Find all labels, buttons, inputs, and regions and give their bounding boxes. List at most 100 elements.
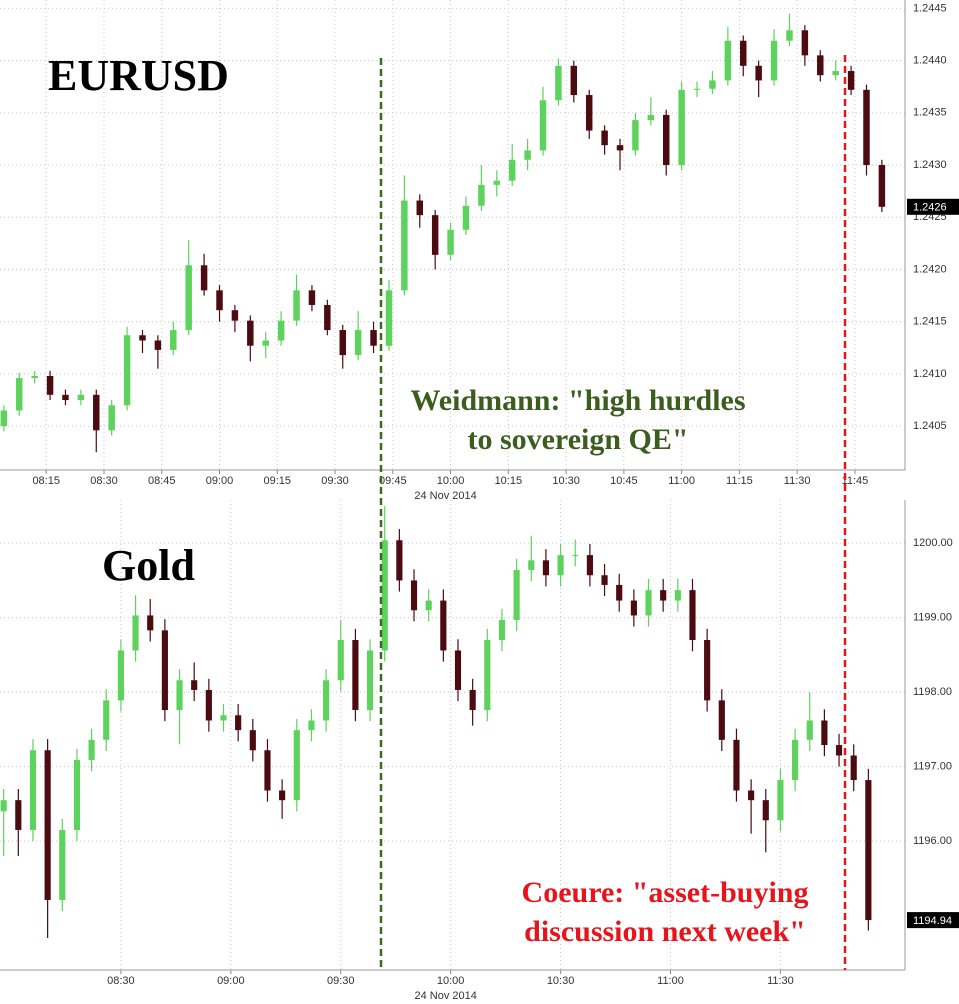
candle-body [762,800,769,821]
candle-body [249,730,256,751]
x-tick-label: 10:15 [495,475,523,487]
x-tick-label: 11:00 [657,975,684,987]
candle-body [73,759,81,830]
x-tick-label: 08:30 [107,975,135,987]
y-tick-label: 1.2415 [913,316,947,328]
y-tick-label: 1.2410 [913,368,947,380]
candle-body [216,290,223,311]
candle-body [462,205,470,230]
candle-body [786,30,793,41]
y-tick-label: 1199.00 [913,612,952,624]
candle-body [724,40,732,81]
candle-body [689,590,696,641]
candle-body [733,739,740,791]
candle-body [308,720,315,731]
candle-body [632,120,639,151]
candle-body [513,570,520,620]
candle-body [191,680,198,690]
candle-body [147,615,154,631]
candle-body [88,739,95,760]
candle-body [352,640,359,711]
x-tick-label: 09:00 [206,475,234,487]
candle-body [339,330,346,356]
x-tick-label: 08:45 [148,475,176,487]
candle-body [0,410,8,427]
x-axis-label: 24 Nov 2014 [414,490,476,502]
candle-body [46,376,54,395]
chart-title: EURUSD [48,51,229,100]
annotation: Coeure: "asset-buying [522,876,809,909]
candle-body [660,590,667,601]
candle-body [748,790,755,801]
x-axis-label: 24 Nov 2014 [414,990,476,1002]
x-tick-label: 11:15 [726,475,753,487]
candle-body [277,320,285,341]
candle-body [108,405,115,431]
candle-body [847,71,855,90]
chart-title: Gold [102,541,195,590]
candle-body [878,165,886,207]
annotation: to sovereign QE" [467,423,688,456]
candle-body [601,130,608,146]
candle-body [817,55,824,76]
candle-body [755,65,762,81]
y-tick-label: 1.2405 [913,420,947,432]
candle-body [740,40,747,66]
candle-body [401,200,408,291]
candle-body [176,680,183,711]
y-tick-label: 1198.00 [913,686,952,698]
candle-body [396,540,403,581]
y-tick-label: 1196.00 [913,835,952,847]
candle-body [585,95,593,131]
candle-body [370,330,377,346]
candle-body [447,229,454,255]
candle-body [865,780,872,921]
x-tick-label: 11:45 [842,475,869,487]
candle-body [792,739,799,781]
candle-body [431,215,439,255]
candle-body [410,580,418,611]
candle-body [718,700,725,740]
candle-body [647,114,655,121]
candle-body [678,89,685,166]
x-tick-label: 09:00 [217,975,245,987]
x-tick-label: 09:30 [321,475,349,487]
candle-body [337,640,344,681]
x-tick-label: 08:30 [90,475,118,487]
candle-body [385,290,393,346]
candle-body [801,30,809,56]
candle-body [616,584,623,601]
candle-body [31,376,38,379]
candle-body [570,65,578,96]
candle-body [601,575,608,585]
candle-body [539,100,547,151]
y-tick-label: 1197.00 [913,761,952,773]
candle-body [117,650,124,701]
candle-body [0,800,7,812]
candle-body [662,114,670,166]
candle-body [493,180,501,185]
candle-body [542,560,550,576]
candle-body [478,184,485,206]
last-price-label: 1.2426 [913,202,947,214]
y-tick-label: 1200.00 [913,537,953,549]
candle-body [44,750,51,900]
candle-body [770,40,778,81]
last-price-box [907,198,959,215]
y-tick-label: 1.2445 [913,2,947,14]
candle-body [630,600,637,616]
candle-body [835,745,843,756]
y-tick-label: 1.2435 [913,107,947,119]
candle-body [29,750,37,830]
candle-body [205,689,212,721]
x-tick-label: 09:45 [379,475,407,487]
x-tick-label: 10:30 [552,475,580,487]
candle-body [381,540,388,651]
x-tick-label: 11:30 [767,975,794,987]
candle-body [247,320,254,346]
x-tick-label: 08:15 [32,475,60,487]
candle-body [293,730,300,801]
